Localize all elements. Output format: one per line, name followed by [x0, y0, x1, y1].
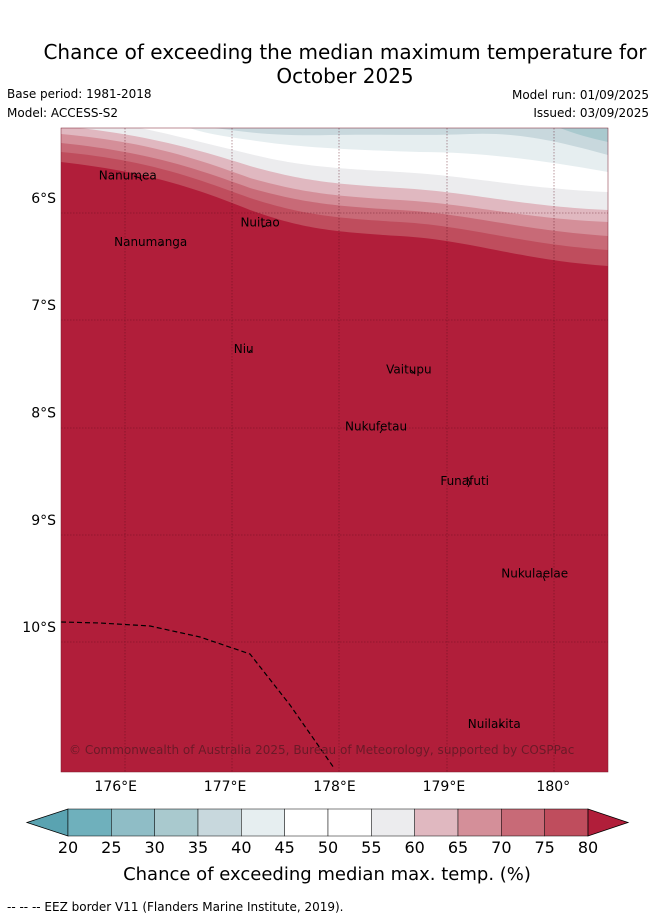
place-label: Nanumanga	[114, 235, 187, 249]
place-label: Niu	[234, 342, 254, 356]
colorbar-segment	[197, 808, 242, 837]
colorbar-tick-label: 60	[404, 838, 424, 857]
island-vaitupu	[410, 369, 416, 375]
colorbar-tick-label: 40	[231, 838, 251, 857]
colorbar-tick-label: 35	[188, 838, 208, 857]
place-label: Nuitao	[240, 216, 279, 230]
place-label: Vaitupu	[386, 363, 432, 377]
band-35-40	[215, 128, 608, 155]
colorbar-tick-label: 75	[534, 838, 554, 857]
colorbar-segment	[241, 808, 285, 837]
place-label: Nukufetau	[345, 420, 407, 434]
lat-tick-label: 7°S	[31, 298, 56, 314]
band-30-35	[560, 128, 608, 142]
map-frame	[60, 127, 609, 773]
island-nuilakita	[498, 724, 504, 727]
latitude-tick-labels: 6°S 7°S 8°S 9°S 10°S	[22, 191, 56, 636]
model-name: Model: ACCESS-S2	[7, 106, 119, 120]
copyright-notice: © Commonwealth of Australia 2025, Bureau…	[69, 743, 574, 757]
colorbar-tick-label: 65	[448, 838, 468, 857]
colorbar-tick-label: 45	[274, 838, 294, 857]
colorbar-tick-label: 55	[361, 838, 381, 857]
graticule	[61, 128, 608, 772]
colorbar-segment	[414, 808, 459, 837]
lat-tick-label: 8°S	[31, 405, 56, 421]
islands	[133, 175, 546, 727]
lon-tick-label: 178°E	[313, 779, 356, 795]
place-label: Nuilakita	[468, 717, 521, 731]
colorbar-tick-label: 70	[491, 838, 511, 857]
issued-date: Issued: 03/09/2025	[533, 106, 649, 120]
island-nanumanga	[159, 243, 163, 247]
island-nukulaelae	[542, 575, 546, 582]
colorbar-tick-label: 25	[101, 838, 121, 857]
colorbar-title: Chance of exceeding median max. temp. (%…	[123, 864, 531, 885]
colorbar-segment	[544, 808, 589, 837]
colorbar-segment	[501, 808, 545, 837]
colorbar-segment	[327, 808, 372, 837]
map-title: Chance of exceeding the median maximum t…	[0, 40, 655, 88]
colorbar-tick-label: 50	[318, 838, 338, 857]
colorbar-extend-high	[587, 808, 630, 837]
island-funafuti	[466, 476, 471, 488]
lon-tick-label: 179°E	[423, 779, 466, 795]
place-label: Nukulaelae	[501, 567, 568, 581]
colorbar-segment	[457, 808, 502, 837]
lat-tick-label: 10°S	[22, 620, 56, 636]
lon-tick-label: 176°E	[94, 779, 137, 795]
island-nanumea	[133, 175, 143, 182]
lon-tick-label: 177°E	[204, 779, 247, 795]
colorbar-tick-label: 30	[144, 838, 164, 857]
map-plot-area: Nanumea Nanumanga Nuitao Niu Vaitupu Nukufeta…	[61, 128, 608, 772]
colorbar-segment	[371, 808, 415, 837]
island-niu	[248, 349, 252, 353]
colorbar-tick-label: 80	[578, 838, 598, 857]
island-nukufetau	[379, 429, 383, 434]
colorbar: 20 25 30 35 40 45 50 55 60 65 70 75 80	[25, 808, 630, 857]
eez-border	[61, 621, 335, 769]
lat-tick-label: 9°S	[31, 513, 56, 529]
island-nuitao	[261, 225, 267, 228]
colorbar-segment	[154, 808, 199, 837]
band-40-45	[180, 128, 608, 172]
colorbar-segment	[284, 808, 329, 837]
place-label: Nanumea	[99, 168, 157, 182]
title-line-2: October 2025	[276, 64, 414, 88]
place-label: Funafuti	[440, 474, 489, 488]
eez-legend-note: -- -- -- EEZ border V11 (Flanders Marine…	[7, 900, 344, 914]
colorbar-extend-low	[25, 808, 69, 837]
title-line-1: Chance of exceeding the median maximum t…	[43, 40, 647, 64]
lat-tick-label: 6°S	[31, 191, 56, 207]
base-period: Base period: 1981-2018	[7, 87, 152, 101]
longitude-tick-labels: 176°E 177°E 178°E 179°E 180°	[94, 779, 570, 795]
model-run: Model run: 01/09/2025	[511, 88, 649, 102]
colorbar-segment	[67, 808, 112, 837]
place-labels: Nanumea Nanumanga Nuitao Niu Vaitupu Nukufeta…	[99, 168, 568, 730]
colorbar-tick-label: 20	[58, 838, 78, 857]
colorbar-segment	[111, 808, 155, 837]
lon-tick-label: 180°	[536, 779, 570, 795]
